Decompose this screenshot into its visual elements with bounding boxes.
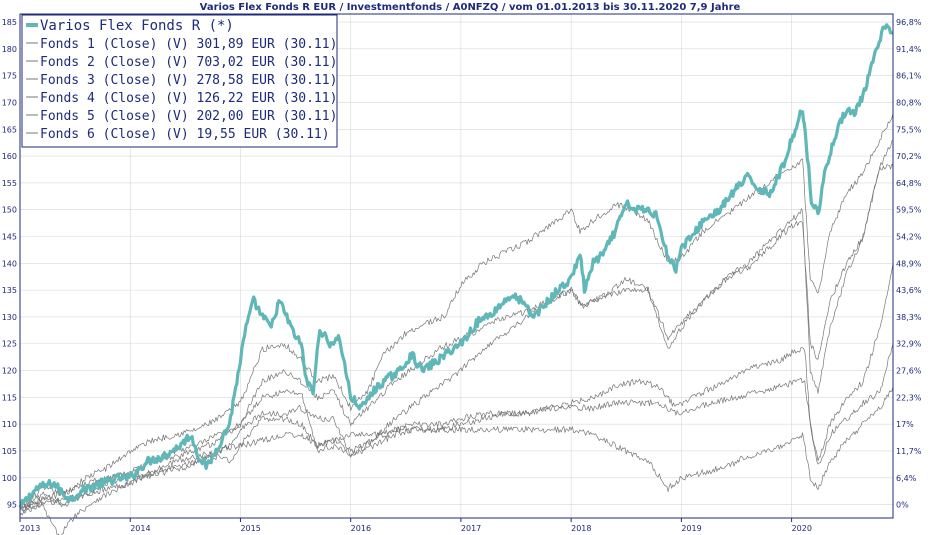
series-line-3 xyxy=(19,139,894,535)
y-tick-label-left: 130 xyxy=(2,313,17,322)
y-tick-label-right: 27,6% xyxy=(896,367,922,376)
y-tick-label-left: 175 xyxy=(2,72,17,81)
plot-frame xyxy=(19,13,894,519)
y-tick-label-right: 0% xyxy=(896,501,909,510)
legend: Varios Flex Fonds R (*) Fonds 1 (Close) (… xyxy=(21,14,338,148)
y-tick-label-left: 135 xyxy=(2,286,17,295)
y-tick-label-right: 64,8% xyxy=(896,179,922,188)
y-tick-label-left: 185 xyxy=(2,18,17,27)
y-tick-label-right: 80,8% xyxy=(896,98,922,107)
y-tick-label-left: 150 xyxy=(2,206,17,215)
legend-entry: Fonds 4 (Close) (V) 126,22 EUR (30.11) xyxy=(40,91,337,106)
legend-entry: Fonds 1 (Close) (V) 301,89 EUR (30.11) xyxy=(40,37,337,52)
series-line-1 xyxy=(19,113,894,511)
y-tick-label-right: 11,7% xyxy=(896,447,922,456)
y-tick-label-left: 145 xyxy=(2,233,17,242)
y-tick-label-right: 54,2% xyxy=(896,233,922,242)
chart-title: Varios Flex Fonds R EUR / Investmentfond… xyxy=(200,2,741,13)
series-line-main xyxy=(18,23,894,509)
y-tick-label-left: 110 xyxy=(2,420,17,429)
y-tick-label-right: 91,4% xyxy=(896,45,922,54)
legend-entry: Fonds 3 (Close) (V) 278,58 EUR (30.11) xyxy=(40,73,337,88)
y-tick-label-right: 75,5% xyxy=(896,125,922,134)
y-tick-label-left: 100 xyxy=(2,474,17,483)
x-tick-label: 2015 xyxy=(240,524,260,533)
y-tick-label-left: 125 xyxy=(2,340,17,349)
y-tick-label-right: 48,9% xyxy=(896,259,922,268)
legend-box xyxy=(21,14,338,148)
y-tick-label-left: 170 xyxy=(2,98,17,107)
y-tick-label-left: 120 xyxy=(2,367,17,376)
x-tick-label: 2019 xyxy=(681,524,701,533)
y-tick-label-left: 115 xyxy=(2,393,17,402)
series-line-4 xyxy=(19,343,894,512)
y-tick-label-left: 105 xyxy=(2,447,17,456)
y-axis-right: 0% 6,4% 11,7% 17% 22,3% 27,6% 32,9% 38,3% 43,6% 4… xyxy=(896,18,922,510)
legend-entry: Fonds 5 (Close) (V) 202,00 EUR (30.11) xyxy=(40,109,337,124)
x-tick-label: 2020 xyxy=(792,524,812,533)
series-line-6 xyxy=(19,386,894,513)
x-axis: 2013 2014 2015 2016 2017 2018 2019 2020 xyxy=(19,518,812,533)
series-group xyxy=(18,23,894,535)
y-tick-label-right: 70,2% xyxy=(896,152,922,161)
y-tick-label-left: 165 xyxy=(2,125,17,134)
y-tick-label-right: 38,3% xyxy=(896,313,922,322)
x-tick-label: 2016 xyxy=(351,524,371,533)
y-tick-label-right: 86,1% xyxy=(896,72,922,81)
y-tick-label-left: 155 xyxy=(2,179,17,188)
x-tick-label: 2018 xyxy=(571,524,591,533)
legend-entry: Fonds 6 (Close) (V) 19,55 EUR (30.11) xyxy=(40,127,330,142)
x-tick-label: 2013 xyxy=(20,524,40,533)
y-axis-left: 95 100 105 110 115 120 125 130 135 140 145 150 155 16… xyxy=(2,18,17,510)
y-tick-label-left: 160 xyxy=(2,152,17,161)
y-tick-label-right: 22,3% xyxy=(896,393,922,402)
x-tick-label: 2017 xyxy=(461,524,481,533)
x-tick-label: 2014 xyxy=(130,524,150,533)
y-tick-label-right: 96,8% xyxy=(896,18,922,27)
y-tick-label-left: 180 xyxy=(2,45,17,54)
legend-entry: Varios Flex Fonds R (*) xyxy=(40,18,234,34)
y-tick-label-right: 17% xyxy=(896,420,914,429)
y-tick-label-left: 95 xyxy=(7,501,17,510)
legend-entry: Fonds 2 (Close) (V) 703,02 EUR (30.11) xyxy=(40,55,337,70)
y-tick-label-right: 59,5% xyxy=(896,206,922,215)
y-tick-label-left: 140 xyxy=(2,259,17,268)
y-tick-label-right: 6,4% xyxy=(896,474,917,483)
y-tick-label-right: 43,6% xyxy=(896,286,922,295)
y-tick-label-right: 32,9% xyxy=(896,340,922,349)
